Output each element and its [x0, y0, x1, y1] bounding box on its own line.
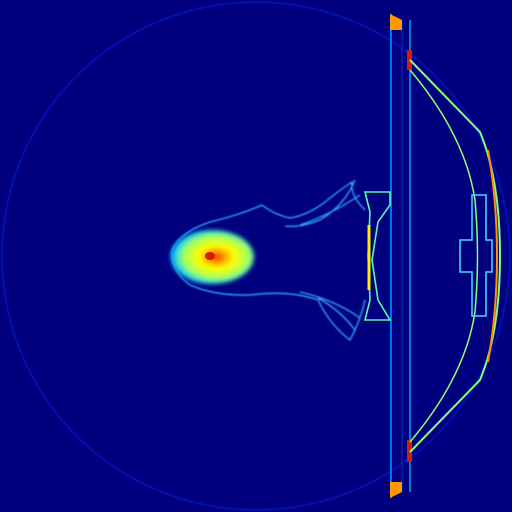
top-wedge	[390, 14, 402, 30]
inner-shell	[409, 69, 479, 443]
plume	[171, 179, 366, 341]
bottom-wedge	[390, 482, 402, 498]
bottom-anchor	[407, 440, 412, 462]
shell-hot-edge	[487, 149, 499, 363]
core-center	[205, 252, 215, 260]
cross-feature	[459, 194, 493, 317]
top-anchor	[407, 50, 412, 70]
